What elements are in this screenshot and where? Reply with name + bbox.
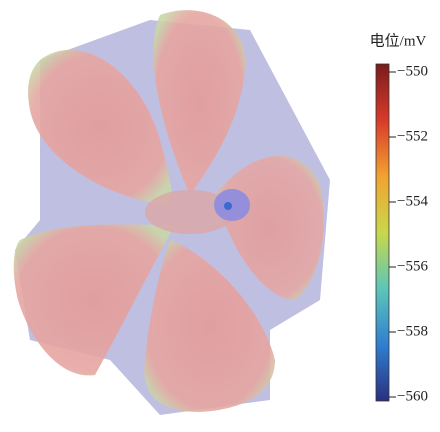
tick-label: −556 [397, 258, 428, 274]
tick-label: −560 [397, 388, 428, 404]
colorbar [376, 64, 389, 401]
tick-label: −554 [397, 193, 428, 209]
tick-label: −558 [397, 323, 428, 339]
chart: 电位/mV −550 −552 −554 −556 −558 −560 [0, 0, 440, 427]
hub-cap [214, 189, 250, 221]
tick-label: −550 [397, 63, 428, 79]
propeller-render [14, 10, 330, 415]
hub-center [224, 202, 232, 210]
tick-label: −552 [397, 128, 428, 144]
colorbar-title: 电位/mV [370, 32, 427, 49]
